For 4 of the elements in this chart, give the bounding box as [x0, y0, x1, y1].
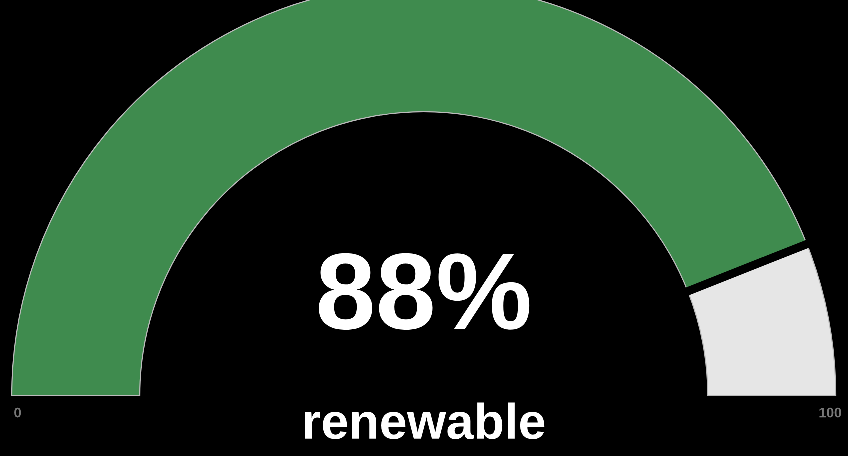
- text: renewable: [305, 402, 545, 440]
- text: 0: [14, 408, 22, 418]
- text: 88%: [319, 253, 530, 330]
- text: 100: [820, 408, 842, 418]
